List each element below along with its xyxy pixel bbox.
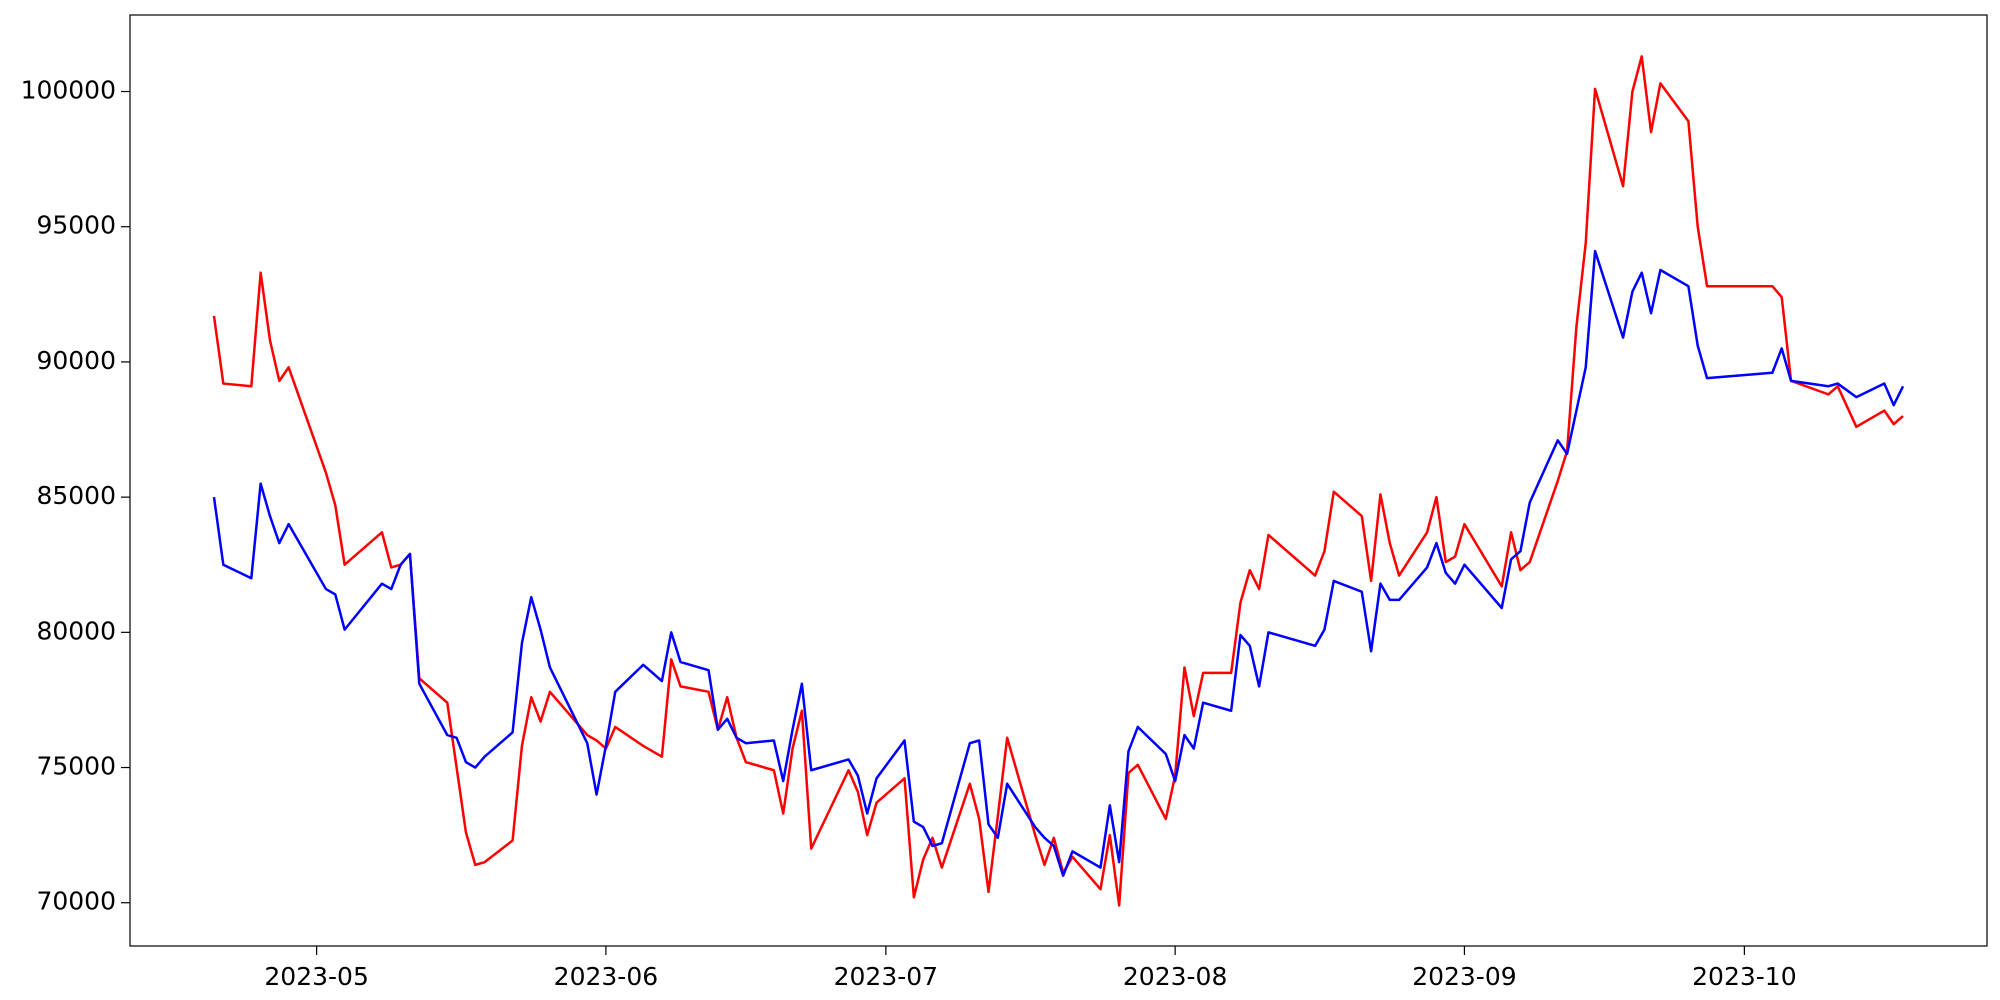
y-tick-label: 100000 bbox=[21, 76, 116, 105]
x-tick-label: 2023-05 bbox=[264, 962, 368, 991]
y-tick-label: 80000 bbox=[36, 616, 116, 645]
series-line bbox=[212, 249, 1905, 877]
y-tick-label: 75000 bbox=[36, 752, 116, 781]
plot-frame bbox=[129, 14, 1988, 947]
series-line bbox=[212, 55, 1904, 907]
x-tick-label: 2023-06 bbox=[554, 962, 658, 991]
x-tick-label: 2023-08 bbox=[1123, 962, 1227, 991]
x-tick-label: 2023-09 bbox=[1412, 962, 1516, 991]
x-tick-label: 2023-07 bbox=[834, 962, 938, 991]
x-tick-label: 2023-10 bbox=[1692, 962, 1796, 991]
y-tick-label: 90000 bbox=[36, 346, 116, 375]
y-tick-label: 85000 bbox=[36, 481, 116, 510]
y-tick-label: 70000 bbox=[36, 887, 116, 916]
y-tick-label: 95000 bbox=[36, 211, 116, 240]
